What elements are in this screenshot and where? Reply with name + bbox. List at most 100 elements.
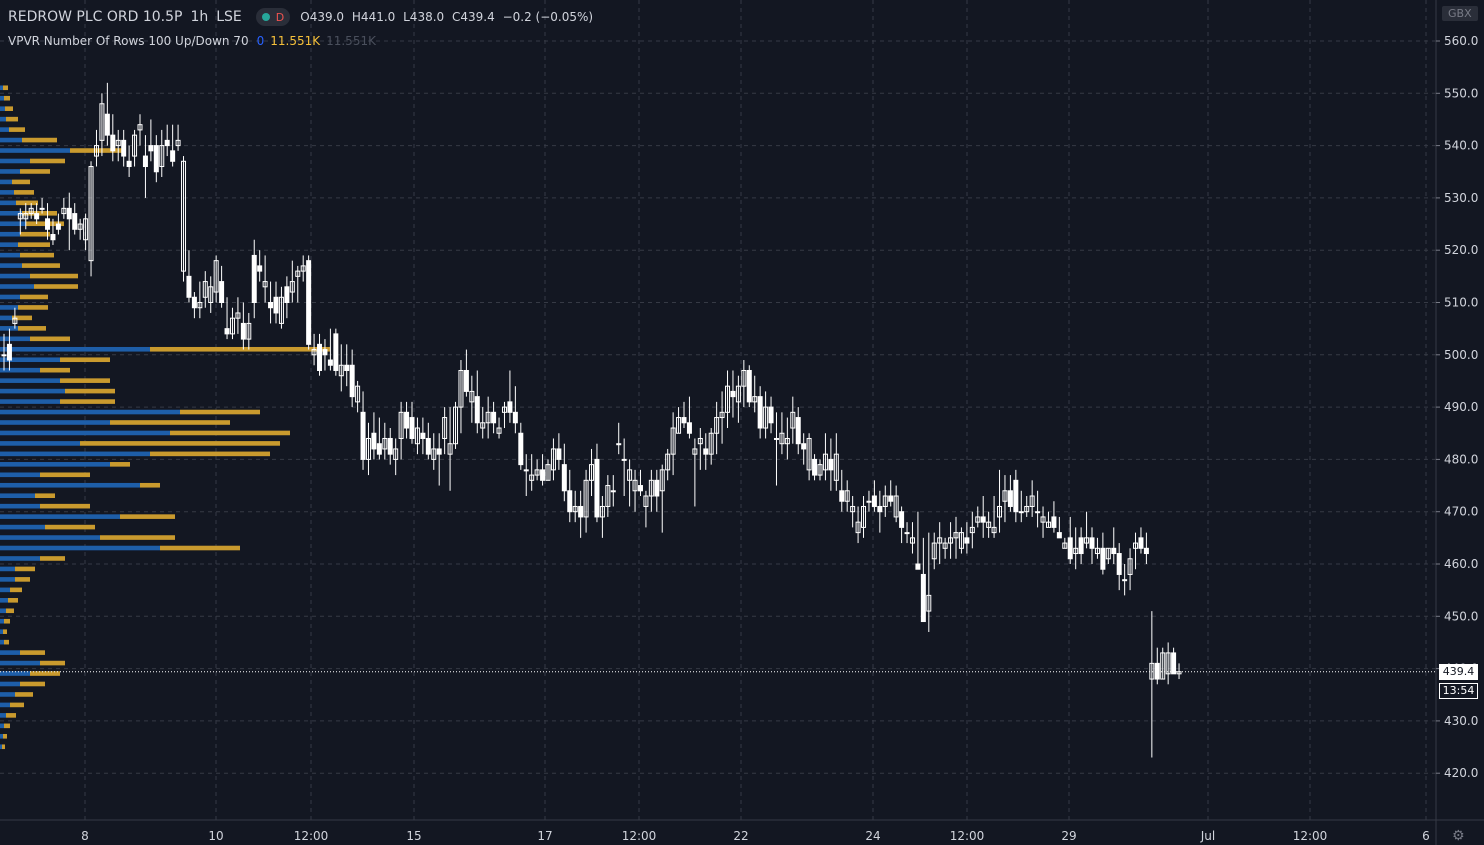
vp-bar-up (0, 388, 65, 394)
vp-bar-up (0, 378, 60, 383)
candle-body (317, 343, 323, 371)
vp-bar-down (110, 420, 230, 425)
candle-body (714, 417, 720, 434)
price-tick-label: 510.0 (1444, 296, 1478, 310)
candle-body (980, 516, 986, 523)
vp-bar-up (0, 482, 140, 488)
vp-bar-up (0, 702, 10, 708)
price-tick-label: 500.0 (1444, 348, 1478, 362)
currency-badge[interactable]: GBX (1442, 6, 1478, 21)
vp-bar-up (0, 221, 26, 227)
time-tick-label: 10 (208, 829, 223, 843)
candle-body (942, 542, 948, 549)
candle-body (83, 218, 89, 241)
price-tick-label: 490.0 (1444, 400, 1478, 414)
vp-bar-down (30, 336, 70, 342)
candle-body (899, 511, 905, 528)
gear-icon[interactable]: ⚙ (1452, 828, 1465, 844)
vp-bar-down (35, 493, 55, 499)
vp-bar-down (2, 744, 5, 750)
time-tick-label: Jul (1200, 829, 1215, 843)
candle-body (561, 464, 567, 492)
vp-bar-up (0, 524, 45, 530)
candle-body (665, 453, 671, 471)
candle-body (137, 124, 143, 131)
candle-body (589, 464, 595, 481)
vp-bar-up (0, 462, 110, 467)
vp-bar-up (0, 127, 9, 132)
candle-body (964, 537, 970, 544)
candle-body (1116, 553, 1122, 575)
indicator-value-up: 0 (256, 34, 265, 48)
candle-body (262, 281, 268, 288)
candle-body (768, 406, 774, 424)
vp-bar-down (18, 326, 46, 331)
candle-body (371, 432, 377, 450)
candle-body (104, 113, 110, 136)
candle-body (246, 322, 252, 340)
candle-body (708, 432, 714, 455)
candle-body (725, 385, 731, 413)
price-tick-label: 460.0 (1444, 557, 1478, 571)
vp-bar-up (0, 95, 4, 101)
candle-body (953, 532, 959, 539)
vp-bar-up (0, 294, 20, 300)
high-value: H441.0 (351, 10, 396, 24)
candle-body (855, 521, 861, 534)
candle-body (50, 234, 56, 241)
candle-body (431, 448, 437, 460)
candle-body (741, 369, 747, 387)
vp-bar-up (0, 273, 30, 279)
vp-bar-down (4, 95, 10, 101)
time-tick-label: 12:00 (950, 829, 985, 843)
volume-profile (0, 85, 330, 750)
candle-body (17, 213, 23, 220)
candle-body (132, 134, 138, 157)
market-status-pill[interactable]: D (255, 8, 291, 26)
vp-bar-down (150, 451, 270, 457)
candle-body (311, 349, 317, 356)
time-tick-label: 12:00 (622, 829, 657, 843)
candle-body (659, 469, 665, 492)
candle-body (425, 437, 431, 455)
vp-bar-down (18, 242, 50, 247)
candle-body (926, 594, 932, 612)
time-tick-label: 12:00 (294, 829, 329, 843)
vp-bar-down (40, 472, 90, 478)
candle-body (1013, 479, 1019, 513)
vp-bar-down (4, 639, 9, 645)
candle-body (599, 505, 605, 518)
vp-bar-down (4, 723, 10, 729)
candle-body (937, 537, 943, 544)
vp-bar-down (4, 618, 10, 624)
candle-body (219, 281, 225, 303)
vp-bar-down (150, 346, 330, 352)
symbol-name[interactable]: REDROW PLC ORD 10.5P (8, 9, 183, 25)
indicator-legend[interactable]: VPVR Number Of Rows 100 Up/Down 70 0 11.55… (8, 34, 376, 48)
vp-bar-up (0, 681, 20, 687)
candle-body (1073, 547, 1079, 555)
vp-bar-up (0, 148, 70, 153)
candle-body (844, 490, 850, 502)
candle-body (518, 432, 524, 466)
vp-bar-up (0, 231, 20, 237)
vp-bar-down (3, 733, 7, 739)
candle-body (77, 223, 83, 230)
vp-bar-up (0, 137, 22, 143)
candle-body (1133, 542, 1139, 549)
price-tick-label: 520.0 (1444, 243, 1478, 257)
vp-bar-down (65, 388, 115, 394)
candle-body (1007, 490, 1013, 507)
candle-body (164, 139, 170, 147)
interval-label[interactable]: 1h (190, 9, 209, 25)
candle-body (338, 364, 344, 377)
vp-bar-down (20, 252, 54, 258)
candle-body (1056, 532, 1062, 539)
candle-body (1122, 579, 1128, 582)
vp-bar-down (20, 650, 45, 655)
candle-body (839, 490, 845, 502)
ohlc-values: O439.0 H441.0 L438.0 C439.4 −0.2 (−0.05%… (300, 10, 597, 24)
candle-body (1051, 516, 1057, 528)
candle-body (333, 333, 339, 371)
